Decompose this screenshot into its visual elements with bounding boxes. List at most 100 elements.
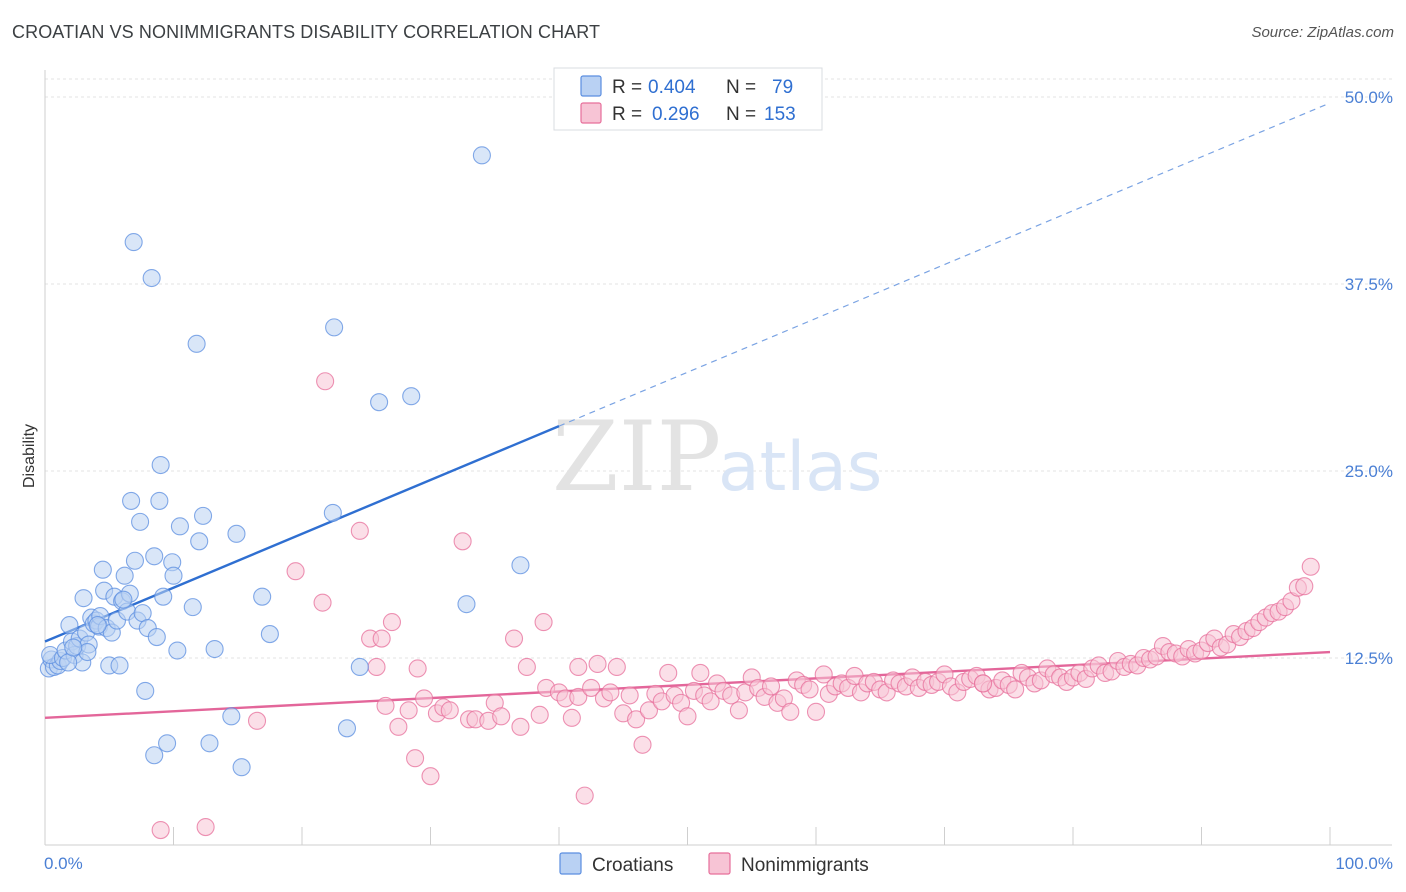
croatians-point — [222, 707, 241, 726]
nonimmigrants-point — [382, 613, 402, 632]
watermark-atlas: atlas — [718, 428, 882, 507]
legend-croatians-r-value: 0.404 — [648, 77, 696, 98]
bottom-legend-nonimmigrants: Nonimmigrants — [741, 855, 869, 876]
nonimmigrants-point — [814, 665, 833, 684]
nonimmigrants-point — [350, 521, 369, 540]
croatians-point — [511, 556, 530, 575]
nonimmigrants-point — [569, 657, 588, 677]
croatians-point — [136, 681, 155, 700]
croatians-point — [125, 551, 144, 570]
croatians-point — [200, 734, 219, 753]
croatians-point — [64, 638, 83, 657]
croatians-point — [151, 455, 170, 475]
croatians-point — [145, 746, 164, 765]
nonimmigrants-point — [607, 657, 626, 677]
source-label: Source: ZipAtlas.com — [1251, 24, 1394, 41]
legend-nonimmigrants-n-label: N = — [726, 104, 756, 125]
legend: R = 0.404 N = 79 R = 0.296 N = 153 — [553, 67, 823, 131]
croatians-point — [227, 524, 246, 543]
nonimmigrants-point — [534, 613, 553, 632]
nonimmigrants-point — [492, 707, 511, 726]
nonimmigrants-point — [800, 680, 819, 699]
croatians-point — [164, 566, 183, 585]
croatians-point — [74, 589, 93, 608]
croatians-point — [260, 625, 279, 644]
chart-title: CROATIAN VS NONIMMIGRANTS DISABILITY COR… — [12, 22, 601, 42]
nonimmigrants-point — [729, 701, 748, 720]
nonimmigrants-point — [639, 701, 659, 720]
croatians-point — [93, 560, 112, 579]
croatians-point — [323, 503, 342, 522]
croatians-point — [370, 393, 389, 412]
croatians-point — [190, 532, 209, 551]
croatians-point — [131, 512, 150, 531]
x-tick-label: 0.0% — [44, 854, 83, 873]
croatians-point — [154, 587, 173, 606]
x-tick-label: 100.0% — [1335, 854, 1393, 873]
nonimmigrants-point — [1295, 577, 1314, 596]
nonimmigrants-point — [389, 717, 408, 736]
y-tick-labels: 12.5% 25.0% 37.5% 50.0% — [1345, 88, 1393, 668]
croatians-point — [122, 491, 141, 510]
watermark-zip: ZIP — [552, 401, 721, 513]
trend-line-croatians-extension — [558, 102, 1331, 427]
nonimmigrants-point — [781, 702, 800, 721]
y-axis-label: Disability — [21, 424, 38, 488]
nonimmigrants-point — [247, 711, 267, 730]
y-tick-label: 12.5% — [1345, 649, 1393, 668]
croatians-point — [168, 641, 187, 660]
y-tick-label: 25.0% — [1345, 462, 1393, 481]
legend-croatians-n-label: N = — [726, 77, 756, 98]
legend-nonimmigrants-r-label: R = — [612, 104, 642, 125]
nonimmigrants-point — [569, 687, 588, 706]
nonimmigrants-point — [151, 820, 170, 840]
croatians-point — [402, 387, 421, 406]
croatians-point — [253, 587, 272, 606]
bottom-legend-croatians: Croatians — [592, 855, 673, 876]
croatians-point — [232, 758, 251, 777]
croatians-point — [114, 590, 133, 609]
croatians-point — [350, 657, 369, 677]
nonimmigrants-point — [196, 817, 215, 837]
nonimmigrants-point — [575, 786, 594, 805]
croatians-point — [158, 734, 177, 753]
nonimmigrants-point — [313, 593, 332, 612]
nonimmigrants-point — [286, 562, 305, 581]
croatians-point — [110, 656, 129, 675]
legend-nonimmigrants-n-value: 153 — [764, 104, 796, 125]
nonimmigrants-point — [1006, 680, 1025, 699]
nonimmigrants-point — [408, 659, 427, 678]
croatians-point — [124, 233, 143, 252]
nonimmigrants-point — [761, 677, 781, 696]
croatians-point — [147, 628, 166, 647]
nonimmigrants-point — [376, 696, 395, 715]
nonimmigrants-point — [406, 749, 425, 768]
nonimmigrants-point — [367, 657, 386, 677]
nonimmigrants-point — [562, 708, 581, 727]
croatians-point — [194, 506, 213, 525]
x-tick-labels: 0.0% 100.0% — [44, 854, 1393, 873]
nonimmigrants-point — [440, 701, 459, 720]
croatians-point — [88, 616, 107, 635]
series-croatians — [39, 146, 530, 777]
nonimmigrants-point — [659, 663, 678, 683]
legend-croatians-r-label: R = — [612, 77, 642, 98]
nonimmigrants-point — [421, 767, 440, 786]
axes — [44, 70, 1392, 846]
nonimmigrants-point — [517, 657, 536, 677]
nonimmigrants-point — [415, 689, 434, 708]
nonimmigrants-point — [806, 702, 826, 721]
nonimmigrants-point — [1301, 557, 1320, 576]
y-tick-label: 50.0% — [1345, 88, 1393, 107]
croatians-point — [150, 491, 169, 510]
bottom-legend-swatch-nonimmigrants — [708, 852, 731, 875]
croatians-point — [205, 639, 224, 659]
grid-lines — [45, 78, 1392, 659]
nonimmigrants-point — [316, 372, 335, 391]
nonimmigrants-point — [627, 710, 646, 729]
croatians-point — [142, 268, 161, 288]
nonimmigrants-point — [399, 701, 418, 720]
croatians-point — [325, 318, 344, 337]
legend-swatch-croatians — [580, 75, 602, 97]
